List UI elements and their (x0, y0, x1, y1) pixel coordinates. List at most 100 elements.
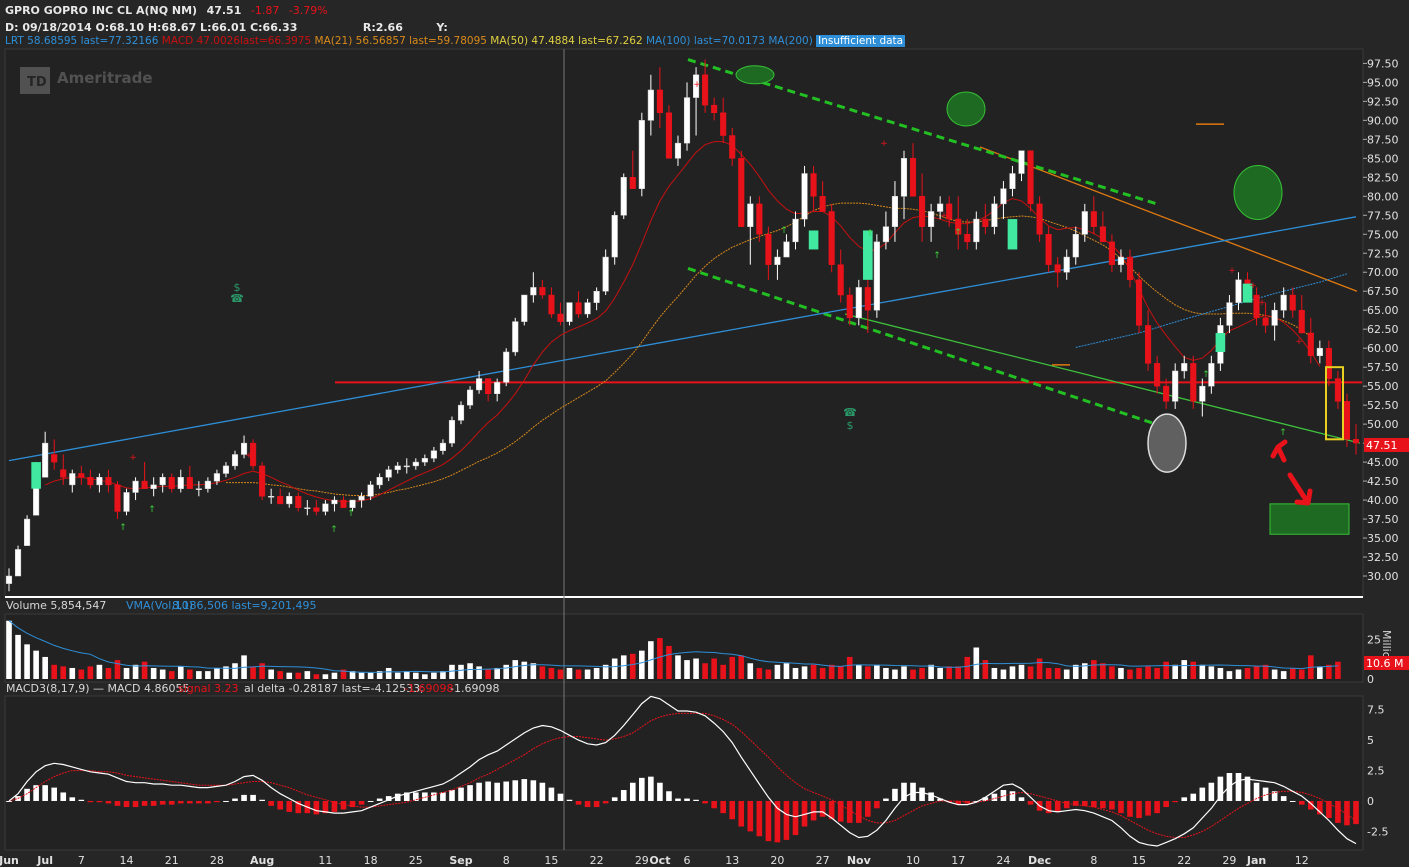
macd-legend: MACD3(8,17,9) — MACD 4.86055 signal 3.23… (6, 682, 499, 695)
volume-bar-up (1072, 664, 1079, 679)
candle-up (331, 499, 338, 505)
macd-hist-up (403, 792, 410, 801)
macd-label[interactable]: MACD (161, 35, 194, 47)
macd-hist-up (1000, 790, 1007, 801)
macd-title[interactable]: MACD3(8,17,9) — MACD 4.86055 (6, 682, 190, 695)
macd-histogram: 7.5 5 2.5 0 -2.5 (6, 695, 1388, 847)
volume-bar-up (774, 664, 781, 679)
macd-hist-down (828, 800, 835, 820)
lrt-study[interactable]: LRT (5, 35, 24, 47)
price-tick-label: 95.00 (1367, 76, 1399, 89)
macd-hist-down (187, 800, 193, 804)
macd-avg: signal 3.23 (178, 682, 239, 695)
candle-up (494, 382, 501, 394)
volume-bar-down (657, 638, 663, 679)
sell-signal-marker: + (1228, 266, 1236, 276)
volume-bar-up (693, 658, 699, 679)
macd-hist-down (1172, 800, 1178, 803)
macd-hist-up (1190, 793, 1197, 801)
candle-down (1135, 279, 1143, 326)
price-tick-label: 75.00 (1367, 228, 1399, 241)
macd-hist-down (168, 800, 175, 805)
vma-label[interactable]: VMA(Vol,10) (126, 599, 193, 612)
candle-down (1099, 226, 1106, 243)
ma21-study[interactable]: MA(21) (314, 35, 353, 47)
price-tick-label: 77.50 (1367, 209, 1399, 222)
candle-down (1289, 294, 1296, 311)
volume-bar-up (431, 672, 437, 679)
candle-up (439, 442, 446, 451)
ma50-study[interactable]: MA(50) (490, 35, 529, 47)
candle-up (448, 420, 456, 444)
candle-up (240, 442, 248, 455)
price-tick-label: 72.50 (1367, 247, 1399, 260)
macd-hist-down (584, 800, 591, 808)
macd-tick-label: -2.5 (1367, 825, 1388, 838)
sell-signal-marker: + (940, 211, 948, 221)
macd-hist-down (123, 800, 130, 808)
macd-hist-down (1081, 800, 1088, 806)
candle-down (60, 469, 67, 478)
volume-bar-down (1262, 664, 1269, 679)
candle-down (141, 480, 148, 489)
candle-down (919, 196, 926, 227)
volume-bar-down (259, 663, 265, 679)
macd-hist-up (33, 785, 39, 801)
candle-down (340, 499, 347, 508)
macd-hist-down (729, 800, 736, 820)
ohlc-readout: D: 09/18/2014 O:68.10 H:68.67 L:66.01 C:… (5, 21, 298, 34)
candle-down (1253, 294, 1260, 319)
candle-down (964, 234, 971, 243)
target-zone-box (1269, 503, 1350, 535)
candle-down (1343, 401, 1351, 440)
macd-hist-up (1018, 797, 1025, 801)
time-tick-label: 8 (1090, 854, 1097, 867)
time-tick-label: Jul (36, 854, 53, 867)
sell-signal-marker: + (245, 451, 253, 461)
volume-bar-up (973, 647, 980, 679)
macd-hist-down (1317, 800, 1323, 815)
macd-hist-down (765, 800, 772, 842)
volume-bar-down (1154, 667, 1160, 679)
volume-bar-down (828, 664, 835, 679)
volume-bar-down (277, 671, 284, 679)
macd-hist-up (376, 798, 383, 801)
ma200-study[interactable]: MA(200) (768, 35, 813, 47)
volume-bar-down (1091, 660, 1097, 679)
volume-bar-down (87, 666, 94, 679)
time-tick-label: 14 (120, 854, 134, 867)
price-tick-label: 50.00 (1367, 418, 1399, 431)
candle-up (512, 321, 519, 353)
volume-tick-label: 0 (1367, 673, 1374, 686)
volume-bar-down (846, 656, 853, 679)
candle-up (24, 518, 31, 546)
macd-hist-up (485, 781, 491, 801)
macd-hist-up (51, 787, 58, 801)
ma100-study[interactable]: MA(100) (646, 35, 691, 47)
candle-down (51, 454, 58, 463)
last-price-marker: 47.51 (1364, 438, 1409, 452)
macd-hist-down (846, 800, 853, 823)
time-tick-label: 11 (318, 854, 332, 867)
time-tick-label: 27 (816, 854, 830, 867)
volume-bar-up (385, 667, 392, 679)
watermark-text: Ameritrade (57, 69, 153, 87)
macd-hist-up (1208, 782, 1215, 801)
candle-up (1181, 363, 1188, 372)
time-tick-label: 20 (770, 854, 784, 867)
macd-hist-down (105, 800, 112, 804)
volume-bar-down (819, 667, 826, 679)
macd-panel[interactable] (4, 695, 1364, 851)
volume-bar-down (964, 656, 971, 679)
volume-bar-down (756, 667, 763, 679)
price-tick-label: 97.50 (1367, 57, 1399, 70)
candle-up (1280, 294, 1287, 311)
price-tick-label: 42.50 (1367, 475, 1399, 488)
channel-top-dashed (687, 58, 1158, 206)
highlight-candle-box (31, 462, 41, 489)
macd-hist-down (1054, 800, 1061, 812)
candle-up (222, 465, 230, 474)
volume-bar-down (982, 660, 989, 679)
candle-up (855, 287, 862, 319)
